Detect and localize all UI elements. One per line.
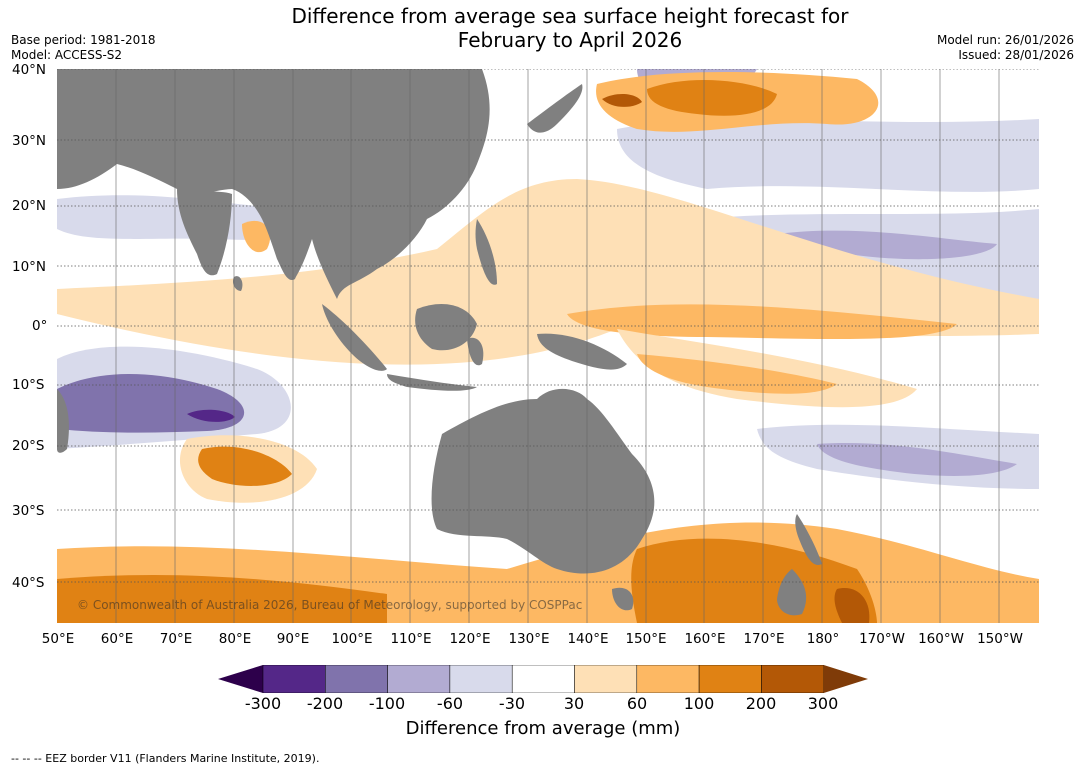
lon-label: 100°E [331,631,373,647]
colorbar-tick: -200 [306,694,344,713]
lon-label: 160°W [918,631,964,647]
lat-label: 10°S [12,377,45,393]
colorbar-tick: -100 [368,694,406,713]
lon-label: 170°W [859,631,905,647]
colorbar-tick: -60 [436,694,464,713]
meta-left: Base period: 1981-2018 Model: ACCESS-S2 [11,33,156,63]
colorbar-tick: 30 [563,694,585,713]
colorbar-segment [823,665,868,693]
lat-label: 10°N [12,259,47,275]
lon-label: 180° [806,631,840,647]
colorbar-tick: -30 [498,694,526,713]
colorbar-segment [218,665,263,693]
chart-title: Difference from average sea surface heig… [270,4,870,52]
land-new-zealand-south [777,569,807,616]
colorbar-tick: -300 [244,694,282,713]
colorbar-segment [761,665,824,693]
lon-label: 120°E [449,631,491,647]
title-line-2: February to April 2026 [457,28,683,52]
lat-label: 20°S [12,438,45,454]
land-sri-lanka [232,276,243,291]
anomaly-pos-nw-pacific-core [647,79,777,116]
lon-label: 150°E [625,631,667,647]
lon-label: 130°E [508,631,550,647]
lon-label: 60°E [100,631,134,647]
anomaly-pos-coral-sea [637,354,837,394]
anomaly-pos-south-indian-core [198,446,292,486]
meta-right: Model run: 26/01/2026 Issued: 28/01/2026 [937,33,1074,63]
base-period: Base period: 1981-2018 [11,33,156,47]
land-borneo [415,304,477,351]
land-japan [527,84,583,133]
lon-label: 150°W [977,631,1023,647]
lon-label: 170°E [743,631,785,647]
colorbar-segment [698,665,762,693]
anomaly-pos-equatorial-core [567,304,957,340]
lat-label: 30°S [12,503,45,519]
colorbar-segment [574,665,638,693]
lat-label: 20°N [12,198,47,214]
anomaly-pos-tasman-max [834,588,870,623]
anomaly-pos-nw-pacific-max [602,93,642,107]
anomaly-pos-southern-core [57,574,387,623]
land-madagascar [57,389,69,453]
land-sulawesi [467,337,484,366]
land-new-guinea [537,333,627,370]
lon-label: 140°E [567,631,609,647]
colorbar-label: Difference from average (mm) [405,718,681,739]
anomaly-neg-nw-pacific [617,119,1039,192]
lat-label: 40°N [12,62,47,78]
colorbar-tick: 60 [626,694,648,713]
anomaly-pos-sw-pacific [617,329,917,408]
anomaly-neg-south-indian-core [187,409,235,422]
land-sumatra [322,304,387,371]
land-australia [431,388,655,574]
map-canvas [57,69,1039,623]
lon-label: 160°E [684,631,726,647]
anomaly-pos-bay-of-bengal [242,220,271,253]
map-panel: © Commonwealth of Australia 2026, Bureau… [57,69,1039,623]
colorbar [218,665,868,693]
lat-label: 0° [32,318,48,334]
anomaly-neg-south-pacific-mid [817,443,1017,476]
colorbar-tick: 200 [745,694,777,713]
land-india [177,189,232,276]
land-java [387,374,477,391]
copyright-notice: © Commonwealth of Australia 2026, Bureau… [77,598,583,612]
footnote-eez: -- -- -- EEZ border V11 (Flanders Marine… [11,752,320,765]
colorbar-segment [511,665,575,693]
land-new-zealand-north [795,514,822,565]
lon-label: 70°E [159,631,193,647]
issued-date: Issued: 28/01/2026 [958,48,1074,62]
title-line-1: Difference from average sea surface heig… [291,4,849,28]
lat-label: 40°S [12,575,45,591]
colorbar-tick: 300 [807,694,839,713]
colorbar-tick: 100 [683,694,715,713]
lat-label: 30°N [12,133,47,149]
meridians [115,69,1000,623]
lon-label: 110°E [390,631,432,647]
land-asia [57,69,490,299]
landmasses [57,69,822,616]
lon-label: 80°E [218,631,252,647]
colorbar-segment [325,665,388,693]
gridlines [57,69,1039,583]
colorbar-segment [262,665,326,693]
model-run: Model run: 26/01/2026 [936,33,1074,47]
model-name: Model: ACCESS-S2 [11,48,123,62]
colorbar-segment [636,665,700,693]
colorbar-segment [449,665,513,693]
land-philippines [475,219,497,285]
lon-label: 50°E [41,631,75,647]
lon-label: 90°E [276,631,310,647]
land-tasmania [612,587,634,611]
colorbar-segment [387,665,451,693]
